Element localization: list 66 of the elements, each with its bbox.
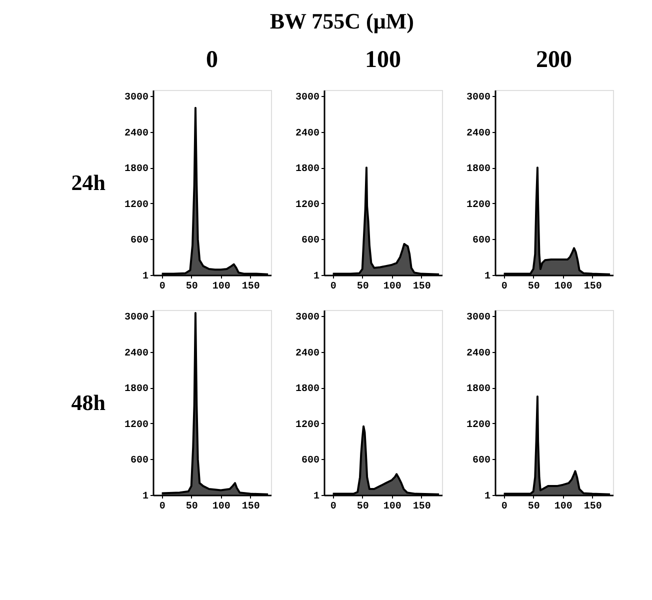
y-tick-label: 1 (142, 271, 148, 282)
y-axis-title: 24h (71, 170, 106, 195)
y-tick-label: 600 (130, 456, 148, 467)
y-tick-label: 3000 (295, 92, 320, 104)
y-tick-label: 1200 (295, 200, 320, 211)
y-tick-label: 1800 (466, 164, 490, 176)
y-tick-label: 600 (472, 236, 490, 247)
chart-title: 200 (536, 47, 572, 73)
y-tick-label: 2400 (466, 128, 490, 140)
x-tick-label: 150 (412, 502, 431, 512)
chart-title: 0 (206, 47, 218, 73)
y-tick-label: 3000 (295, 312, 320, 324)
y-tick-label: 1800 (124, 384, 148, 396)
y-tick-label: 1800 (295, 384, 320, 396)
x-tick-label: 150 (584, 282, 602, 292)
y-tick-label: 2400 (124, 128, 148, 140)
x-tick-label: 100 (212, 282, 230, 292)
y-tick-label: 2400 (295, 128, 320, 140)
y-tick-label: 600 (130, 236, 148, 247)
y-tick-label: 3000 (466, 92, 490, 104)
x-tick-label: 100 (383, 282, 402, 292)
chart-title: 100 (365, 47, 401, 73)
y-tick-label: 1800 (466, 384, 490, 396)
y-tick-label: 1 (313, 271, 320, 282)
y-tick-label: 2400 (466, 348, 490, 360)
x-tick-label: 150 (242, 502, 260, 512)
x-tick-label: 0 (501, 282, 508, 292)
y-tick-label: 1 (484, 491, 490, 502)
x-tick-label: 100 (554, 502, 572, 512)
x-tick-label: 50 (186, 282, 198, 292)
x-tick-label: 100 (383, 502, 402, 512)
x-tick-label: 100 (554, 282, 572, 292)
y-axis-title: 48h (71, 390, 106, 415)
y-tick-label: 3000 (124, 92, 148, 104)
y-tick-label: 600 (472, 456, 490, 467)
x-tick-label: 150 (242, 282, 260, 292)
y-tick-label: 600 (301, 456, 320, 467)
y-tick-label: 3000 (466, 312, 490, 324)
y-tick-label: 1200 (466, 420, 490, 431)
y-tick-label: 1200 (124, 420, 148, 431)
x-tick-label: 0 (159, 282, 166, 292)
y-tick-label: 1800 (124, 164, 148, 176)
y-tick-label: 1200 (124, 200, 148, 211)
y-tick-label: 2400 (295, 348, 320, 360)
x-tick-label: 100 (212, 502, 230, 512)
y-tick-label: 1 (313, 491, 320, 502)
y-tick-label: 600 (301, 236, 320, 247)
x-tick-label: 150 (412, 282, 431, 292)
x-tick-label: 50 (186, 502, 198, 512)
x-tick-label: 150 (584, 502, 602, 512)
y-tick-label: 1800 (295, 164, 320, 176)
y-tick-label: 1200 (295, 420, 320, 431)
x-tick-label: 0 (330, 282, 336, 292)
y-tick-label: 2400 (124, 348, 148, 360)
y-tick-label: 3000 (124, 312, 148, 324)
y-tick-label: 1200 (466, 200, 490, 211)
text: BW 755C (μM) (270, 8, 414, 34)
x-tick-label: 0 (501, 502, 508, 512)
x-tick-label: 0 (159, 502, 166, 512)
y-tick-label: 1 (142, 491, 148, 502)
x-tick-label: 0 (330, 502, 336, 512)
x-tick-label: 50 (528, 282, 540, 292)
x-tick-label: 50 (356, 282, 369, 292)
x-tick-label: 50 (356, 502, 369, 512)
x-tick-label: 50 (528, 502, 540, 512)
y-tick-label: 1 (484, 271, 490, 282)
